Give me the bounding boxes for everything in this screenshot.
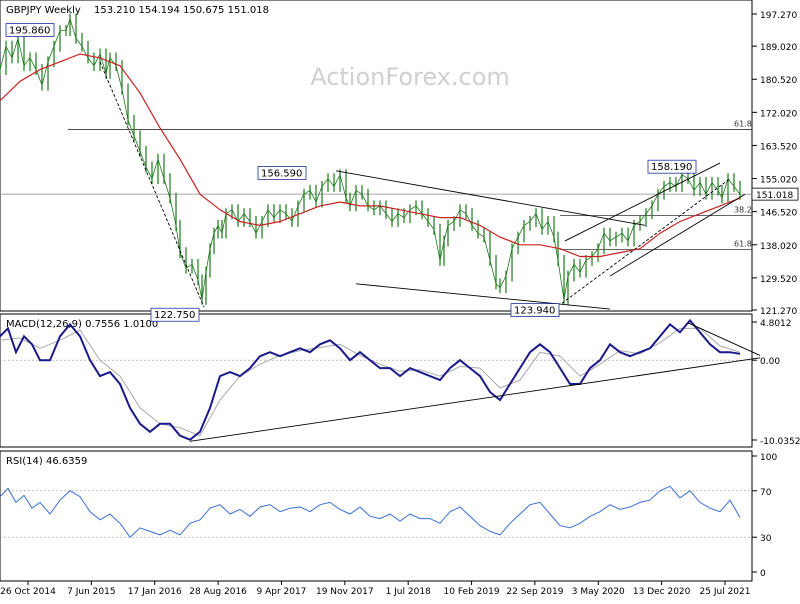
macd-ytick-label: -10.0352 xyxy=(760,437,800,447)
rsi-ytick-label: 100 xyxy=(760,453,777,463)
price-label: 158.190 xyxy=(651,162,692,173)
price-label: 122.750 xyxy=(154,310,195,321)
watermark: ActionForex.com xyxy=(310,63,510,91)
trend-line xyxy=(355,283,611,310)
price-ytick-label: 155.020 xyxy=(760,176,797,186)
moving-average-line xyxy=(0,53,741,258)
fibonacci-label: 38.2 xyxy=(734,206,752,215)
trend-line xyxy=(99,61,205,308)
last-price-box xyxy=(751,187,799,201)
price-panel-frame xyxy=(0,0,753,312)
rsi-ytick-label: 70 xyxy=(760,488,772,498)
price-ytick-label: 146.520 xyxy=(760,209,797,219)
price-title-bg xyxy=(4,3,16,15)
price-label: 123.940 xyxy=(514,306,555,317)
price-label-box xyxy=(150,307,200,322)
x-tick-label: 25 Jul 2021 xyxy=(700,587,751,597)
axes-group: 197.270 189.020 180.520 172.020 163.520 155.0… xyxy=(0,11,800,597)
x-tick-label: 10 Feb 2019 xyxy=(444,587,500,597)
price-label-box xyxy=(5,23,55,37)
trend-line xyxy=(609,193,746,277)
price-ytick-label: 129.520 xyxy=(760,275,797,285)
rsi-ytick-label: 30 xyxy=(760,534,772,544)
price-label: 195.860 xyxy=(9,25,50,36)
fibonacci-label: 61.8 xyxy=(734,240,752,249)
macd-title: MACD(12,26,9) 0.7556 1.0100 xyxy=(6,319,158,330)
ohlc-values: 153.210 154.194 150.675 151.018 xyxy=(94,5,269,16)
macd-line xyxy=(0,318,741,441)
x-tick-label: 19 Nov 2017 xyxy=(316,587,374,597)
macd-panel-frame xyxy=(0,313,753,448)
rsi-panel-frame xyxy=(0,450,753,582)
price-label-box xyxy=(647,159,697,174)
x-tick-label: 13 Dec 2020 xyxy=(633,587,691,597)
x-tick-label: 22 Sep 2019 xyxy=(506,587,563,597)
price-ytick-label: 121.270 xyxy=(760,307,797,317)
rsi-line xyxy=(0,485,741,538)
trend-line xyxy=(335,170,646,226)
trend-line xyxy=(564,162,721,242)
macd-ytick-label: 4.8012 xyxy=(760,319,792,329)
price-title: GBPJPY Weekly xyxy=(6,5,81,16)
macd-series-group xyxy=(0,318,761,442)
x-tick-label: 17 Jan 2016 xyxy=(128,587,182,597)
x-tick-label: 26 Oct 2014 xyxy=(0,587,56,597)
x-tick-label: 9 Apr 2017 xyxy=(256,587,306,597)
macd-trend-line xyxy=(687,322,761,356)
rsi-series-group xyxy=(0,485,752,538)
price-ytick-label: 172.020 xyxy=(760,109,797,119)
price-ytick-label: 163.520 xyxy=(760,142,797,152)
price-line xyxy=(0,17,741,300)
rsi-title: RSI(14) 46.6359 xyxy=(6,456,87,467)
macd-trend-line xyxy=(189,357,761,442)
x-tick-label: 28 Aug 2016 xyxy=(189,587,247,597)
macd-ytick-label: 0.00 xyxy=(760,357,780,367)
price-ytick-label: 138.020 xyxy=(760,242,797,252)
price-ytick-label: 189.020 xyxy=(760,43,797,53)
x-tick-label: 7 Jun 2015 xyxy=(67,587,115,597)
rsi-ytick-label: 0 xyxy=(760,569,766,579)
price-label-box xyxy=(257,166,307,180)
price-label: 156.590 xyxy=(261,168,302,179)
x-tick-label: 3 May 2020 xyxy=(572,587,625,597)
price-ytick-label: 180.520 xyxy=(760,76,797,86)
price-label-box xyxy=(510,303,560,318)
x-tick-label: 1 Jul 2018 xyxy=(386,587,431,597)
last-price-label: 151.018 xyxy=(756,191,793,201)
price-ytick-label: 197.270 xyxy=(760,11,797,21)
fibonacci-label: 61.8 xyxy=(734,120,752,129)
price-series-group: 61.8 38.2 61.8 195.860 122.750 156.590 123.940… xyxy=(0,13,752,322)
